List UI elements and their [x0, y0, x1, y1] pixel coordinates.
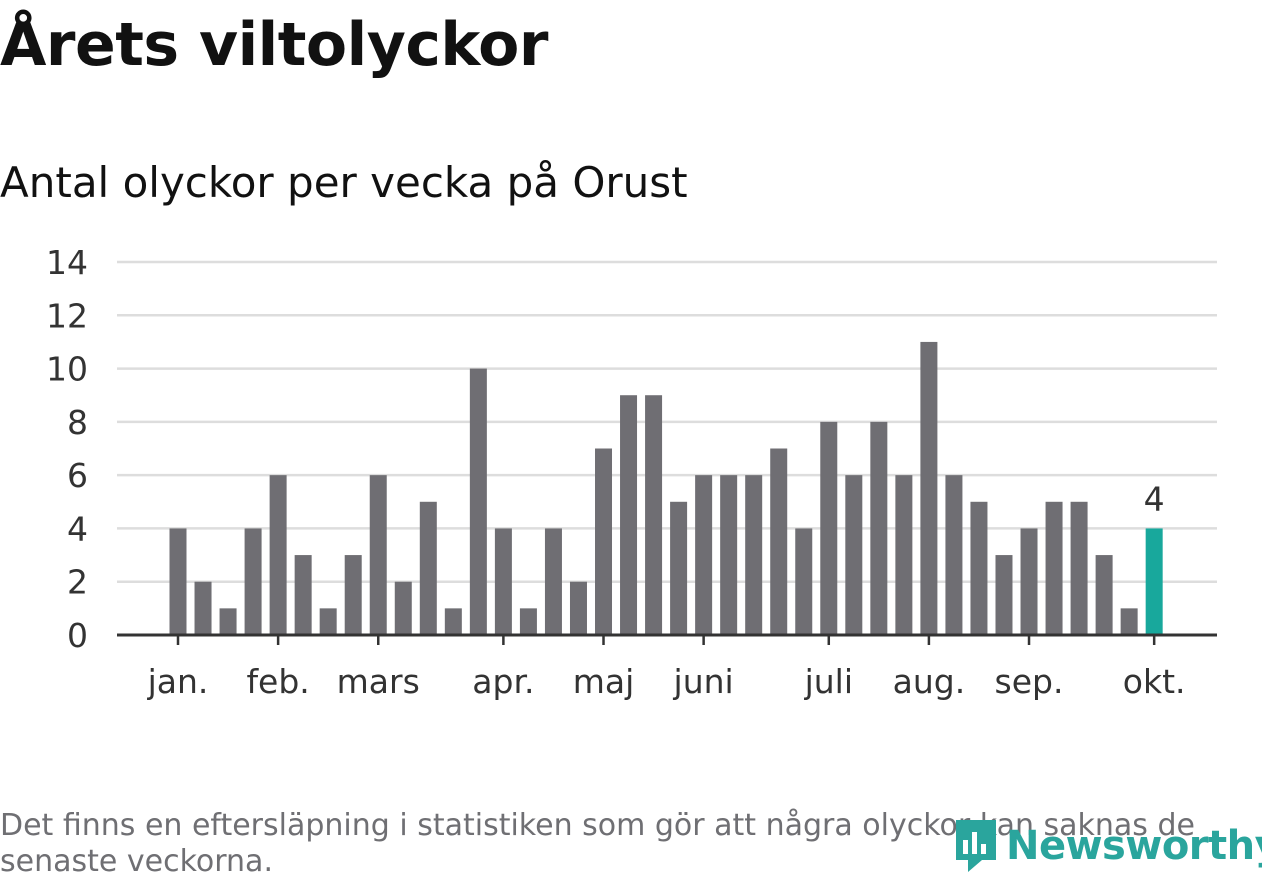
x-tick-label: feb.: [246, 662, 309, 701]
bar: [970, 501, 988, 635]
x-tick-label: okt.: [1123, 662, 1186, 701]
bar: [544, 528, 562, 635]
y-tick-label: 6: [67, 456, 88, 495]
bar: [1120, 608, 1138, 635]
bar: [995, 555, 1013, 635]
bar: [519, 608, 537, 635]
x-tick-label: juli: [804, 662, 853, 701]
bar: [394, 581, 412, 635]
bar: [645, 395, 663, 635]
x-tick-label: mars: [337, 662, 420, 701]
bar: [745, 475, 763, 635]
x-tick-label: juni: [673, 662, 734, 701]
bar: [870, 421, 888, 635]
x-tick-label: apr.: [472, 662, 534, 701]
bars: 4: [169, 341, 1165, 635]
bar: [219, 608, 237, 635]
x-tick-label: sep.: [995, 662, 1064, 701]
bar: [620, 395, 638, 635]
bar: [845, 475, 863, 635]
bar: [1070, 501, 1088, 635]
bar-chart: 4 0 2 4 6 8 10 12 14 jan. feb. mars apr. maj juni juli…: [46, 243, 1217, 701]
bar: [344, 555, 362, 635]
bar: [419, 501, 437, 635]
newsworthy-logo-text: Newsworthy: [1006, 823, 1262, 869]
bar: [294, 555, 312, 635]
bar: [494, 528, 512, 635]
chart-title: Årets viltolyckor: [0, 10, 549, 80]
bar: [1045, 501, 1063, 635]
bar-highlighted: [1145, 528, 1163, 635]
bar: [670, 501, 688, 635]
x-tick-label: maj: [573, 662, 635, 701]
bar: [820, 421, 838, 635]
newsworthy-logo: Newsworthy: [952, 818, 1262, 874]
bar: [444, 608, 462, 635]
bar: [319, 608, 337, 635]
bar: [795, 528, 813, 635]
bar: [244, 528, 262, 635]
bar: [1095, 555, 1113, 635]
y-tick-label: 0: [67, 616, 88, 655]
y-tick-label: 8: [67, 403, 88, 442]
bar: [1020, 528, 1038, 635]
y-tick-label: 2: [67, 563, 88, 602]
bar: [595, 448, 613, 635]
bar: [770, 448, 788, 635]
bar: [895, 475, 913, 635]
newsworthy-logo-icon: [956, 820, 996, 872]
bar: [720, 475, 738, 635]
bar: [369, 475, 387, 635]
x-tick-label: aug.: [893, 662, 966, 701]
bar: [269, 475, 287, 635]
bar: [469, 368, 487, 635]
x-tick-label: jan.: [147, 662, 209, 701]
bar: [194, 581, 212, 635]
axes: 0 2 4 6 8 10 12 14 jan. feb. mars apr. maj juni juli au…: [46, 243, 1217, 701]
bar: [695, 475, 713, 635]
bar: [920, 341, 938, 635]
bar: [945, 475, 963, 635]
bar: [569, 581, 587, 635]
gridlines: [117, 260, 1217, 583]
y-tick-label: 4: [67, 509, 88, 548]
y-tick-label: 14: [46, 243, 88, 282]
data-label: 4: [1144, 479, 1165, 518]
y-tick-label: 12: [46, 296, 88, 335]
y-tick-label: 10: [46, 350, 88, 389]
chart-subtitle: Antal olyckor per vecka på Orust: [0, 158, 688, 207]
bar: [169, 528, 187, 635]
